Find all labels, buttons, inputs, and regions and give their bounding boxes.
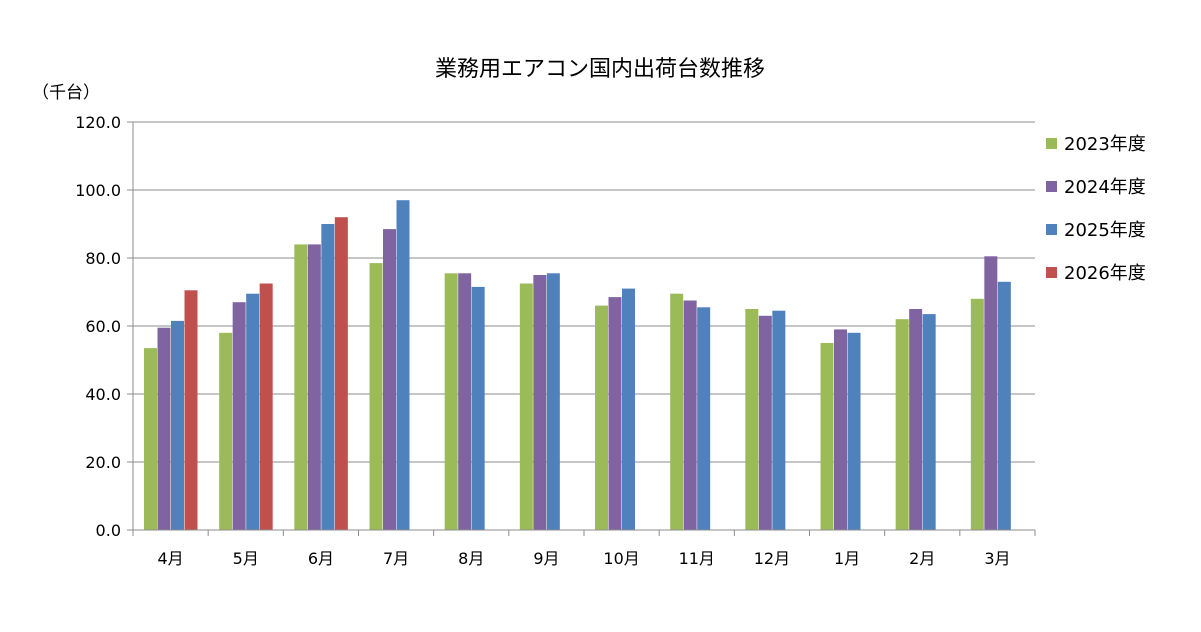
bar — [321, 224, 335, 530]
x-tick-label: 5月 — [233, 549, 259, 568]
bar — [745, 309, 759, 530]
bar — [144, 348, 157, 530]
legend-swatch — [1046, 181, 1057, 192]
y-tick-label: 20.0 — [85, 453, 121, 472]
bar — [369, 263, 383, 530]
legend-swatch — [1046, 267, 1057, 278]
bar — [184, 290, 198, 530]
bar — [820, 343, 834, 530]
x-tick-label: 11月 — [679, 549, 715, 568]
y-axis-unit-label: （千台） — [32, 83, 100, 103]
bar — [834, 329, 847, 530]
bar — [997, 281, 1011, 530]
x-tick-label: 10月 — [603, 549, 639, 568]
bar — [471, 286, 485, 530]
x-tick-labels: 4月 5月 6月 7月 8月 9月 10月 11月 12月 1月 2月 3月 — [157, 549, 1010, 568]
bar — [307, 244, 321, 530]
x-tick-label: 7月 — [383, 549, 409, 568]
bar — [847, 332, 861, 530]
legend-swatch — [1046, 138, 1057, 149]
bar — [219, 332, 233, 530]
x-tick-label: 12月 — [754, 549, 790, 568]
bar — [533, 275, 547, 530]
axes — [127, 121, 1036, 536]
bar — [895, 319, 909, 530]
bar — [246, 293, 260, 530]
legend-label: 2026年度 — [1064, 263, 1146, 284]
bar — [383, 229, 396, 530]
bar — [334, 217, 348, 530]
x-tick-label: 3月 — [984, 549, 1010, 568]
bar — [970, 298, 984, 530]
bar — [171, 320, 184, 530]
bar — [909, 309, 923, 530]
bar — [157, 327, 171, 530]
x-tick-label: 8月 — [458, 549, 484, 568]
bar — [444, 273, 458, 530]
bar — [758, 315, 772, 530]
bar — [772, 310, 786, 530]
x-tick-label: 1月 — [834, 549, 860, 568]
y-tick-label: 120.0 — [75, 113, 121, 132]
legend: 2023年度 2024年度 2025年度 2026年度 — [1046, 134, 1146, 284]
legend-swatch — [1046, 224, 1057, 235]
legend-label: 2023年度 — [1064, 134, 1146, 155]
bar — [683, 300, 697, 530]
bar — [595, 305, 608, 530]
x-tick-label: 6月 — [308, 549, 334, 568]
x-tick-label: 2月 — [909, 549, 935, 568]
bar — [546, 273, 560, 530]
bar — [232, 302, 246, 530]
bar — [259, 283, 273, 530]
legend-label: 2025年度 — [1064, 220, 1146, 241]
bar — [519, 283, 533, 530]
bar — [396, 200, 410, 530]
x-tick-label: 4月 — [157, 549, 183, 568]
y-tick-label: 80.0 — [85, 249, 121, 268]
x-tick-label: 9月 — [533, 549, 559, 568]
y-tick-labels: 0.0 20.0 40.0 60.0 80.0 100.0 120.0 — [75, 113, 121, 540]
bar — [294, 244, 308, 530]
bar — [922, 314, 936, 530]
bar — [670, 293, 684, 530]
bar — [608, 297, 622, 530]
y-tick-label: 60.0 — [85, 317, 121, 336]
bars — [144, 200, 1011, 530]
bar — [984, 256, 998, 530]
bar — [622, 288, 635, 530]
gridlines — [133, 121, 1035, 463]
bar — [697, 307, 711, 530]
y-tick-label: 100.0 — [75, 181, 121, 200]
bar — [458, 273, 472, 530]
legend-label: 2024年度 — [1064, 177, 1146, 198]
y-tick-label: 40.0 — [85, 385, 121, 404]
y-tick-label: 0.0 — [96, 521, 121, 540]
chart-title: 業務用エアコン国内出荷台数推移 — [435, 57, 765, 82]
